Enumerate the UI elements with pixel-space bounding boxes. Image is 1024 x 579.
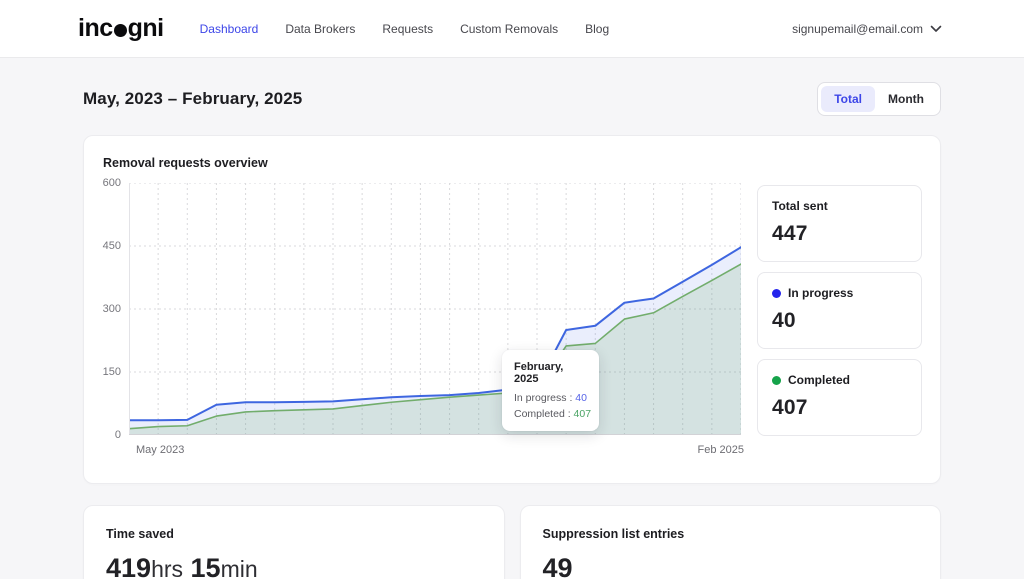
x-label-end: Feb 2025 xyxy=(697,444,744,456)
y-tick-label: 600 xyxy=(102,177,121,189)
page-header-row: May, 2023 – February, 2025 Total Month xyxy=(0,58,1024,116)
completed-dot-icon xyxy=(772,375,781,385)
top-navigation-bar: inc gni Dashboard Data Brokers Requests C… xyxy=(0,0,1024,58)
x-label-start: May 2023 xyxy=(136,444,185,456)
page-title: May, 2023 – February, 2025 xyxy=(83,89,303,108)
removal-requests-card: Removal requests overview 600 450 300 150 0 … xyxy=(83,135,941,484)
suppression-list-title: Suppression list entries xyxy=(542,527,685,541)
time-saved-value: 419hrs 15min xyxy=(106,553,258,579)
logo-dot-icon xyxy=(113,24,127,37)
stat-value-in-progress: 40 xyxy=(772,309,796,332)
chart-body: 600 450 300 150 0 February, 2025 In progress… xyxy=(102,177,741,441)
nav-item-requests[interactable]: Requests xyxy=(382,21,434,36)
tooltip-separator: : xyxy=(564,408,574,420)
tooltip-value-completed: 407 xyxy=(573,408,592,420)
main-nav: Dashboard Data Brokers Requests Custom R… xyxy=(200,22,610,36)
nav-item-blog[interactable]: Blog xyxy=(585,21,610,36)
y-tick-label: 0 xyxy=(114,429,121,441)
incogni-logo[interactable]: inc gni xyxy=(78,14,164,43)
tooltip-row-completed: Completed : 407 xyxy=(514,408,591,420)
account-email: signupemail@email.com xyxy=(792,21,923,36)
toggle-month-button[interactable]: Month xyxy=(888,92,924,106)
stat-value-total-sent: 447 xyxy=(772,222,808,245)
chart-title: Removal requests overview xyxy=(103,156,268,170)
nav-item-dashboard[interactable]: Dashboard xyxy=(199,21,259,36)
line-chart-svg xyxy=(129,183,741,435)
tooltip-label: Completed xyxy=(514,408,565,420)
stat-card-in-progress: In progress 40 xyxy=(757,272,922,349)
y-tick-label: 150 xyxy=(102,366,121,378)
y-tick-label: 300 xyxy=(102,303,121,315)
stat-label: Total sent xyxy=(772,199,828,213)
suppression-list-card: Suppression list entries 49 xyxy=(519,505,941,579)
stat-card-total-sent: Total sent 447 xyxy=(757,185,922,262)
stat-value-completed: 407 xyxy=(772,396,808,419)
y-axis-labels: 600 450 300 150 0 xyxy=(102,177,129,441)
suppression-list-value: 49 xyxy=(542,553,573,579)
stat-label: In progress xyxy=(772,286,907,300)
tooltip-value-in-progress: 40 xyxy=(575,392,587,404)
in-progress-dot-icon xyxy=(772,288,781,298)
nav-item-custom-removals[interactable]: Custom Removals xyxy=(460,21,559,36)
total-month-toggle: Total Month xyxy=(817,82,941,116)
chart-stats-column: Total sent 447 In progress 40 Completed … xyxy=(757,185,922,465)
x-axis-labels: May 2023 Feb 2025 xyxy=(136,444,744,456)
bottom-cards-row: Time saved 419hrs 15min Suppression list… xyxy=(83,505,941,579)
tooltip-title: February, 2025 xyxy=(514,361,564,385)
line-chart-plot[interactable]: February, 2025 In progress : 40 Complete… xyxy=(129,183,741,435)
stat-label: Completed xyxy=(772,373,907,387)
chart-region: Removal requests overview 600 450 300 150 0 … xyxy=(102,154,744,465)
chart-tooltip: February, 2025 In progress : 40 Complete… xyxy=(502,350,599,431)
time-saved-card: Time saved 419hrs 15min xyxy=(83,505,505,579)
logo-text-post: gni xyxy=(127,14,165,42)
tooltip-row-in-progress: In progress : 40 xyxy=(514,392,587,404)
account-menu[interactable]: signupemail@email.com xyxy=(792,22,942,36)
toggle-total-button[interactable]: Total xyxy=(821,86,876,112)
tooltip-separator: : xyxy=(566,392,576,404)
nav-item-data-brokers[interactable]: Data Brokers xyxy=(285,21,356,36)
time-saved-title: Time saved xyxy=(106,527,174,541)
tooltip-label: In progress xyxy=(514,392,567,404)
y-tick-label: 450 xyxy=(102,240,121,252)
chevron-down-icon xyxy=(930,25,942,32)
stat-card-completed: Completed 407 xyxy=(757,359,922,436)
logo-text-pre: inc xyxy=(78,14,113,42)
